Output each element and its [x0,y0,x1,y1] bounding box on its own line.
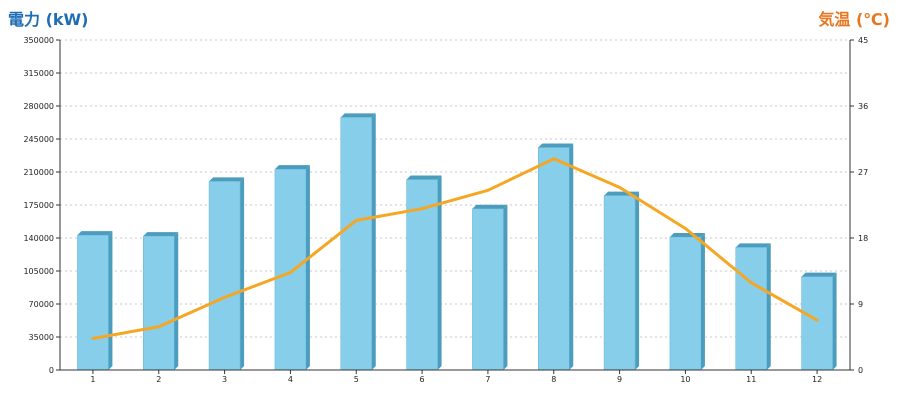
bar [274,165,310,371]
bar [801,272,837,371]
left-tick-label: 210000 [23,168,54,177]
bar-side [437,175,442,370]
left-tick-label: 315000 [23,69,54,78]
x-tick-label: 10 [680,375,690,384]
tick-labels: 0 35000 70000 105000 140000 175000 210000 24500… [23,36,868,384]
right-axis-title: 気温 (℃) [818,10,890,29]
bar [603,191,640,371]
bar-top [274,165,310,170]
left-tick-label: 280000 [23,102,54,111]
x-tick-label: 4 [288,375,293,384]
left-tick-label: 70000 [29,300,54,309]
x-tick-label: 7 [485,375,490,384]
bar [208,177,245,371]
bar-top [340,113,376,118]
bar-side [503,204,508,370]
bar-top [801,272,837,277]
bar-top [538,143,574,148]
left-tick-label: 0 [49,366,54,375]
bar-front [340,117,372,371]
bar-front [208,181,241,371]
x-tick-label: 12 [812,375,822,384]
bar-front [735,247,767,371]
x-tick-label: 8 [551,375,556,384]
bar [669,233,705,371]
bar [735,243,771,371]
bar [340,113,376,371]
bar-top [406,175,442,180]
left-tick-label: 175000 [23,201,54,210]
x-tick-label: 11 [746,375,756,384]
bar-side [108,231,113,370]
right-tick-label: 36 [858,102,868,111]
bar [143,232,179,371]
bar-top [669,233,705,238]
bar [77,231,113,371]
left-tick-label: 140000 [23,234,54,243]
x-tick-label: 3 [222,375,227,384]
x-tick-label: 5 [354,375,359,384]
right-tick-label: 27 [858,168,868,177]
bar-front [472,208,504,371]
left-tick-label: 245000 [23,135,54,144]
bar-side [569,143,574,370]
left-tick-label: 105000 [23,267,54,276]
bar-top [77,231,113,236]
right-tick-label: 9 [858,300,863,309]
x-tick-label: 2 [156,375,161,384]
right-tick-label: 18 [858,234,868,243]
bar-top [735,243,771,248]
bar-front [538,147,570,371]
bar-side [700,233,705,370]
bar-front [603,195,636,371]
bar-side [371,113,376,371]
bar-front [77,234,109,371]
bar-front [143,235,175,371]
bar-side [305,165,310,370]
axes [56,39,854,374]
bar-top [143,232,179,237]
temperature-line [91,157,819,340]
temperature-polyline [91,157,819,340]
right-tick-label: 0 [858,366,863,375]
left-axis-title: 電力 (kW) [8,10,89,29]
bar-side [832,272,837,370]
power-bars [77,113,837,371]
bar-side [635,191,640,370]
bar-top [472,204,508,209]
bar-front [801,276,833,371]
right-tick-label: 45 [858,36,868,45]
bar-top [209,177,245,182]
bar-front [274,168,307,371]
bar-side [174,232,179,370]
bar-side [766,243,771,370]
left-tick-label: 350000 [23,36,54,45]
left-tick-label: 35000 [29,333,54,342]
grid-lines [60,39,850,338]
bar-side [240,177,245,370]
bar [472,204,508,371]
x-tick-label: 6 [420,375,425,384]
x-tick-label: 9 [617,375,622,384]
x-tick-label: 1 [90,375,95,384]
bar-front [669,236,702,371]
bar [538,143,574,371]
